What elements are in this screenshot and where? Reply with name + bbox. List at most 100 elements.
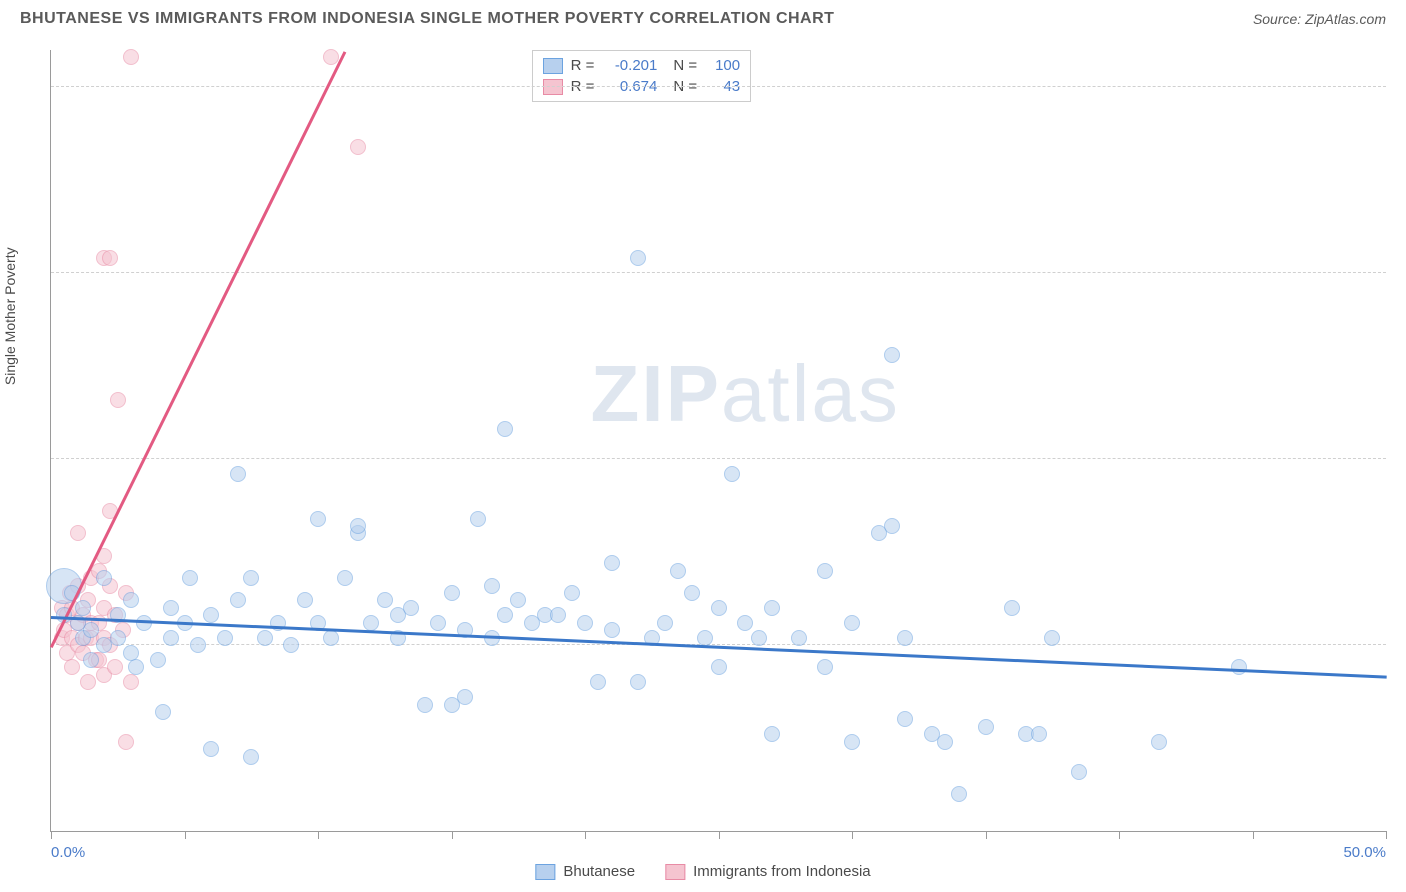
x-tick — [1386, 831, 1387, 839]
scatter-point-bhutanese — [110, 630, 126, 646]
scatter-point-bhutanese — [217, 630, 233, 646]
source-prefix: Source: — [1253, 11, 1305, 27]
scatter-point-bhutanese — [155, 704, 171, 720]
scatter-point-bhutanese — [1044, 630, 1060, 646]
chart-source: Source: ZipAtlas.com — [1253, 11, 1386, 27]
scatter-point-bhutanese — [377, 592, 393, 608]
scatter-point-bhutanese — [951, 786, 967, 802]
source-name: ZipAtlas.com — [1305, 11, 1386, 27]
scatter-point-bhutanese — [96, 570, 112, 586]
y-tick-label: 25.0% — [1396, 637, 1406, 654]
scatter-point-bhutanese — [1071, 764, 1087, 780]
scatter-point-bhutanese — [150, 652, 166, 668]
chart-container: ZIPatlas R = -0.201 N = 100 R = 0.674 N … — [50, 50, 1386, 832]
gridline — [51, 86, 1386, 87]
scatter-point-bhutanese — [190, 637, 206, 653]
scatter-point-bhutanese — [230, 466, 246, 482]
scatter-point-indonesia — [107, 659, 123, 675]
trend-line — [50, 51, 346, 648]
scatter-point-bhutanese — [884, 518, 900, 534]
scatter-point-bhutanese — [764, 726, 780, 742]
scatter-point-bhutanese — [497, 607, 513, 623]
scatter-point-bhutanese — [724, 466, 740, 482]
scatter-point-bhutanese — [657, 615, 673, 631]
x-tick — [1119, 831, 1120, 839]
scatter-point-indonesia — [123, 674, 139, 690]
gridline — [51, 272, 1386, 273]
scatter-point-bhutanese — [243, 570, 259, 586]
scatter-point-bhutanese — [897, 711, 913, 727]
scatter-point-indonesia — [102, 250, 118, 266]
scatter-point-bhutanese — [630, 250, 646, 266]
scatter-point-bhutanese — [484, 578, 500, 594]
stat-r-label: R = — [571, 57, 595, 74]
stat-n-label: N = — [673, 57, 697, 74]
scatter-point-indonesia — [123, 49, 139, 65]
plot-area: ZIPatlas R = -0.201 N = 100 R = 0.674 N … — [50, 50, 1386, 832]
stats-legend: R = -0.201 N = 100 R = 0.674 N = 43 — [532, 50, 752, 102]
scatter-point-bhutanese — [577, 615, 593, 631]
scatter-point-indonesia — [70, 525, 86, 541]
scatter-point-bhutanese — [1004, 600, 1020, 616]
scatter-point-bhutanese — [123, 645, 139, 661]
scatter-point-bhutanese — [670, 563, 686, 579]
stat-r-value: -0.201 — [602, 57, 657, 74]
scatter-point-bhutanese — [444, 585, 460, 601]
scatter-point-bhutanese — [1031, 726, 1047, 742]
chart-header: BHUTANESE VS IMMIGRANTS FROM INDONESIA S… — [0, 0, 1406, 33]
legend-label: Bhutanese — [563, 863, 635, 880]
x-tick — [986, 831, 987, 839]
y-tick-label: 75.0% — [1396, 265, 1406, 282]
legend-label: Immigrants from Indonesia — [693, 863, 871, 880]
scatter-point-bhutanese — [697, 630, 713, 646]
scatter-point-bhutanese — [83, 622, 99, 638]
scatter-point-bhutanese — [884, 347, 900, 363]
scatter-point-bhutanese — [363, 615, 379, 631]
scatter-point-indonesia — [110, 392, 126, 408]
x-tick — [1253, 831, 1254, 839]
scatter-point-bhutanese — [75, 600, 91, 616]
x-tick-label: 0.0% — [51, 844, 85, 861]
scatter-point-bhutanese — [230, 592, 246, 608]
scatter-point-bhutanese — [791, 630, 807, 646]
scatter-point-bhutanese — [417, 697, 433, 713]
scatter-point-bhutanese — [1151, 734, 1167, 750]
scatter-point-bhutanese — [283, 637, 299, 653]
scatter-point-bhutanese — [764, 600, 780, 616]
scatter-point-bhutanese — [83, 652, 99, 668]
scatter-point-bhutanese — [243, 749, 259, 765]
scatter-point-bhutanese — [937, 734, 953, 750]
watermark-atlas: atlas — [721, 349, 900, 438]
x-tick — [852, 831, 853, 839]
scatter-point-bhutanese — [737, 615, 753, 631]
swatch-bhutanese — [535, 864, 555, 880]
scatter-point-bhutanese — [182, 570, 198, 586]
scatter-point-bhutanese — [1231, 659, 1247, 675]
scatter-point-bhutanese — [711, 600, 727, 616]
scatter-point-indonesia — [118, 734, 134, 750]
scatter-point-bhutanese — [430, 615, 446, 631]
legend-item-indonesia: Immigrants from Indonesia — [665, 863, 871, 880]
scatter-point-bhutanese — [630, 674, 646, 690]
x-tick — [318, 831, 319, 839]
watermark: ZIPatlas — [590, 348, 899, 440]
scatter-point-bhutanese — [844, 615, 860, 631]
watermark-zip: ZIP — [590, 349, 720, 438]
scatter-point-bhutanese — [457, 689, 473, 705]
scatter-point-bhutanese — [978, 719, 994, 735]
scatter-point-indonesia — [64, 659, 80, 675]
swatch-indonesia — [665, 864, 685, 880]
scatter-point-bhutanese — [817, 563, 833, 579]
scatter-point-bhutanese — [684, 585, 700, 601]
scatter-point-bhutanese — [711, 659, 727, 675]
y-tick-label: 50.0% — [1396, 451, 1406, 468]
scatter-point-bhutanese — [564, 585, 580, 601]
scatter-point-indonesia — [350, 139, 366, 155]
scatter-point-bhutanese — [128, 659, 144, 675]
x-tick — [585, 831, 586, 839]
scatter-point-bhutanese — [604, 555, 620, 571]
scatter-point-bhutanese — [337, 570, 353, 586]
bottom-legend: Bhutanese Immigrants from Indonesia — [535, 863, 870, 880]
scatter-point-bhutanese — [751, 630, 767, 646]
scatter-point-bhutanese — [897, 630, 913, 646]
